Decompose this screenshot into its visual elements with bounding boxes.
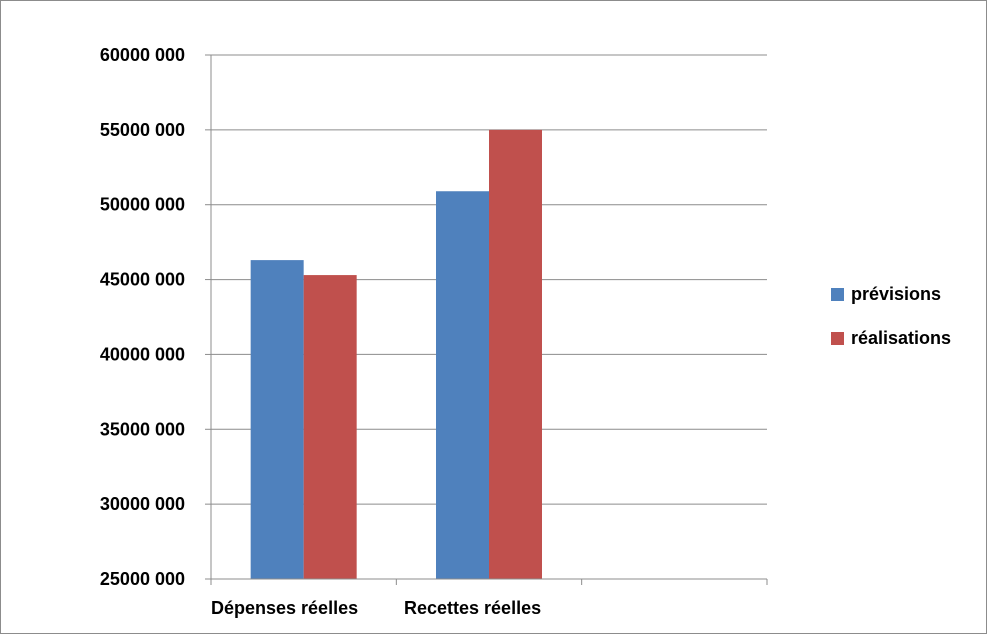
bar-realisations-1 [489, 129, 542, 579]
y-tick-label: 25000 000 [100, 569, 185, 589]
y-tick-label: 50000 000 [100, 195, 185, 215]
legend-label: prévisions [851, 284, 941, 304]
bars [250, 129, 542, 580]
x-category-label: Recettes réelles [404, 598, 541, 618]
y-tick-label: 30000 000 [100, 494, 185, 514]
y-tick-label: 35000 000 [100, 419, 185, 439]
y-tick-label: 55000 000 [100, 120, 185, 140]
y-tick-label: 60000 000 [100, 45, 185, 65]
x-axis-category-labels: Dépenses réelles Recettes réelles [211, 598, 541, 618]
legend: prévisions réalisations [831, 284, 951, 348]
legend-swatch [831, 332, 844, 345]
y-tick-label: 40000 000 [100, 344, 185, 364]
legend-label: réalisations [851, 328, 951, 348]
x-category-label: Dépenses réelles [211, 598, 358, 618]
bar-previsions-1 [436, 191, 489, 580]
axes [210, 55, 768, 585]
bar-realisations-0 [303, 275, 357, 579]
y-tick-label: 45000 000 [100, 270, 185, 290]
y-axis-tick-labels: 60000 000 55000 000 50000 000 45000 000 4000… [100, 45, 185, 589]
legend-swatch [831, 288, 844, 301]
bar-previsions-0 [250, 260, 304, 579]
